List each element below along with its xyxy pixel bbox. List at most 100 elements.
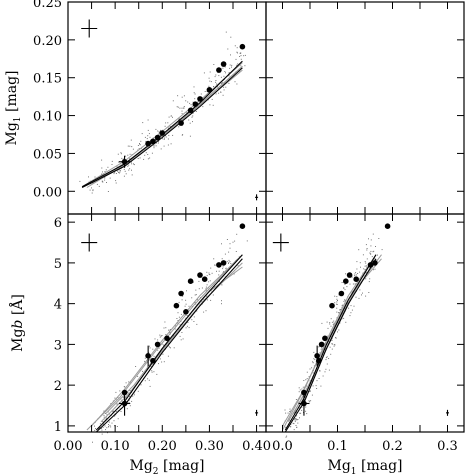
galaxy-dot (297, 422, 299, 424)
galaxy-dot (201, 301, 203, 303)
galaxy-dot (92, 441, 93, 443)
galaxy-dot (375, 246, 376, 247)
galaxy-dot (106, 414, 108, 416)
galaxy-dot (326, 363, 328, 365)
galaxy-dot (186, 290, 187, 292)
galaxy-dot (110, 426, 112, 428)
galaxy-dot (218, 280, 220, 282)
galaxy-dot (211, 272, 213, 274)
galaxy-dot (101, 429, 103, 431)
x-tick-label: 0.10 (101, 439, 130, 454)
galaxy-dot (104, 419, 106, 421)
galaxy-dot (319, 345, 321, 347)
galaxy-dot (203, 72, 205, 74)
galaxy-dot (356, 261, 358, 263)
galaxy-dot (149, 385, 151, 387)
galaxy-dot (311, 394, 313, 396)
galaxy-dot (218, 270, 220, 272)
galaxy-dot (334, 295, 336, 297)
panel-mg1-vs-mg2: 0.00 0.05 0.10 0.15 0.20 0.25 Mg1 [mag] (4, 0, 267, 215)
galaxy-dot (362, 254, 364, 256)
galaxy-dot (318, 346, 320, 348)
galaxy-dot (181, 113, 183, 115)
galaxy-dot (366, 258, 368, 260)
data-point (318, 341, 325, 348)
galaxy-dot (222, 266, 224, 268)
galaxy-dot (208, 272, 210, 274)
galaxy-dot (131, 400, 133, 402)
galaxy-dot (305, 406, 307, 408)
galaxy-dot (329, 322, 331, 324)
galaxy-dot (196, 310, 198, 312)
galaxy-dot (182, 295, 184, 297)
galaxy-dot (178, 119, 180, 121)
galaxy-dot (244, 54, 246, 56)
galaxy-dot (328, 335, 330, 337)
data-point (159, 130, 166, 136)
galaxy-dot (226, 260, 228, 262)
galaxy-dot (370, 253, 372, 255)
galaxy-dot (101, 433, 103, 435)
galaxy-dot (124, 170, 126, 172)
galaxy-dot (157, 339, 159, 341)
galaxy-dot (228, 259, 230, 261)
galaxy-dot (181, 332, 183, 333)
galaxy-dot (228, 75, 230, 77)
galaxy-dot (168, 342, 170, 344)
galaxy-dot (194, 294, 196, 296)
galaxy-dot (174, 328, 176, 330)
galaxy-dot (210, 81, 212, 83)
data-point (206, 87, 213, 93)
galaxy-dot (325, 357, 327, 359)
galaxy-dot (192, 115, 194, 117)
galaxy-dot (94, 176, 96, 178)
galaxy-dot (172, 100, 174, 102)
galaxy-dot (183, 95, 185, 97)
galaxy-dot (213, 258, 215, 260)
galaxy-dot (206, 295, 208, 297)
galaxy-dot (223, 271, 225, 273)
galaxy-dot (223, 75, 225, 77)
galaxy-dot (230, 36, 232, 38)
galaxy-dot (365, 295, 367, 297)
y-tick-label: 0.00 (33, 185, 62, 200)
galaxy-dot (179, 324, 181, 326)
galaxy-dot (221, 300, 222, 302)
model-line-grey (96, 66, 243, 182)
galaxy-dot (160, 148, 162, 150)
y-tick-label: 2 (54, 379, 62, 394)
galaxy-dot (167, 355, 169, 357)
galaxy-dot (164, 321, 166, 323)
galaxy-dot (331, 321, 333, 323)
galaxy-dot (133, 394, 135, 396)
galaxy-dot (99, 423, 101, 425)
galaxy-dot (107, 411, 109, 413)
galaxy-dot (103, 416, 105, 418)
galaxy-dot (354, 275, 356, 276)
galaxy-dot (348, 307, 350, 309)
galaxy-dot (368, 292, 370, 293)
galaxy-dot (129, 395, 131, 397)
galaxy-dot (120, 152, 122, 154)
galaxy-dot (102, 421, 104, 423)
galaxy-dot (121, 157, 123, 159)
galaxy-dot (167, 127, 169, 129)
galaxy-dot (335, 337, 337, 339)
galaxy-dot (313, 358, 315, 360)
galaxy-dot (344, 284, 346, 285)
x-tick-label: 0.40 (242, 439, 271, 454)
galaxy-dot (290, 423, 292, 425)
galaxy-dot (122, 397, 124, 398)
galaxy-dot (341, 282, 343, 283)
galaxy-dot (218, 75, 220, 77)
galaxy-dot (339, 309, 341, 311)
galaxy-dot (304, 397, 306, 399)
galaxy-dot (133, 163, 134, 165)
data-point (322, 335, 328, 342)
galaxy-dot (218, 88, 220, 89)
galaxy-dot (366, 249, 368, 251)
galaxy-dot (230, 54, 231, 56)
galaxy-dot (129, 145, 131, 147)
galaxy-dot (316, 380, 318, 382)
galaxy-dot (163, 138, 165, 140)
